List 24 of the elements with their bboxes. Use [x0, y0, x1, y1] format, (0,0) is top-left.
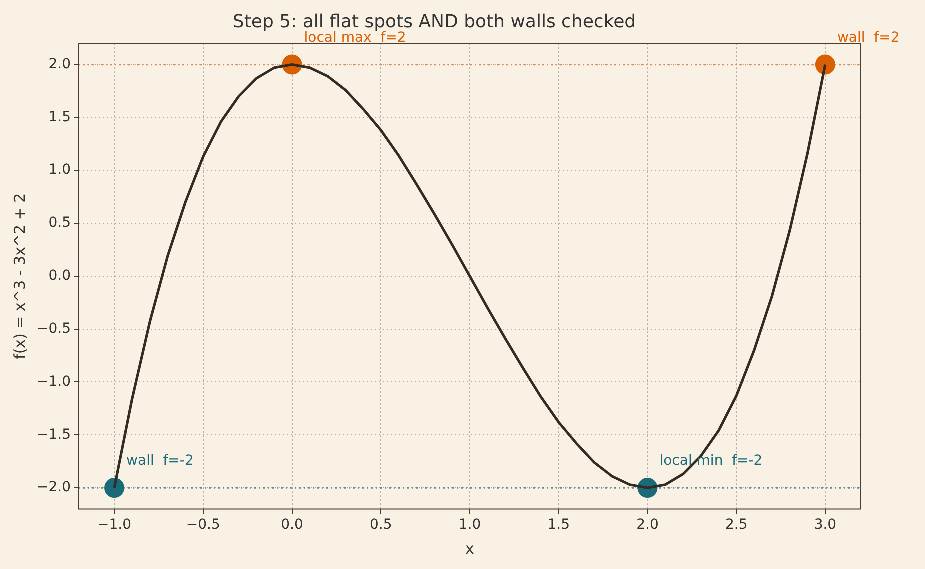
- annotation: wall f=-2: [126, 453, 194, 470]
- x-tick-label: −0.5: [186, 517, 220, 534]
- annotation: local min f=-2: [660, 453, 763, 470]
- x-tick-label: 3.0: [814, 517, 837, 534]
- x-axis-title: x: [466, 540, 475, 558]
- y-axis-title: f(x) = x^3 - 3x^2 + 2: [10, 193, 29, 360]
- y-tick-label: 2.0: [48, 56, 71, 72]
- x-tick-label: 0.5: [370, 517, 392, 534]
- y-tick-label: −1.0: [36, 374, 71, 390]
- chart-title: Step 5: all flat spots AND both walls checked: [232, 11, 636, 32]
- x-tick-label: 2.5: [725, 517, 748, 534]
- y-tick-label: 1.0: [48, 162, 71, 178]
- x-tick-label: −1.0: [98, 517, 132, 534]
- y-tick-label: −0.5: [36, 320, 71, 337]
- y-tick-label: −2.0: [36, 480, 71, 496]
- x-tick-label: 1.5: [548, 517, 570, 534]
- annotation: wall f=2: [837, 30, 900, 46]
- y-tick-label: 0.0: [48, 268, 71, 284]
- x-tick-label: 1.0: [458, 517, 482, 534]
- y-tick-label: −1.5: [36, 426, 71, 443]
- y-tick-label: 1.5: [48, 109, 71, 126]
- x-tick-label: 0.0: [281, 517, 304, 534]
- y-tick-label: 0.5: [48, 215, 71, 232]
- x-tick-label: 2.0: [636, 517, 659, 534]
